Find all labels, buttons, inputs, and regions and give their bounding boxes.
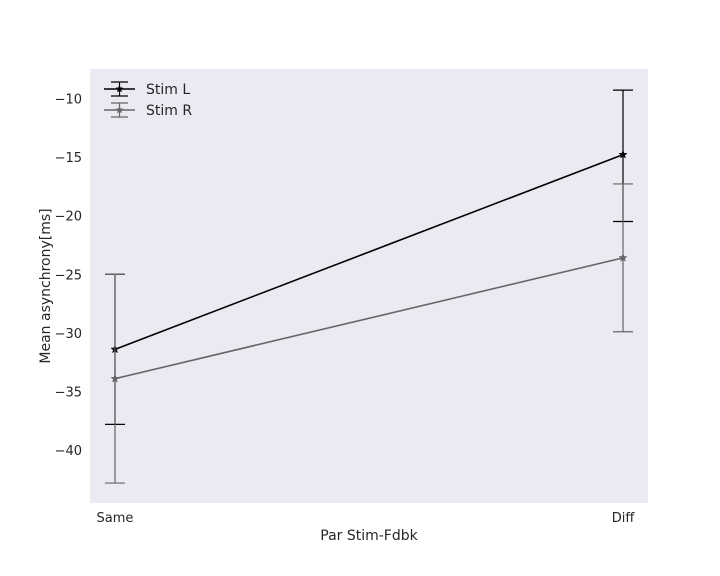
legend-item: Stim L <box>104 81 190 98</box>
series-line <box>114 257 624 380</box>
y-tick-label: −25 <box>55 268 82 283</box>
series-2 <box>105 183 633 484</box>
legend-marker-star <box>115 105 124 114</box>
x-axis-title: Par Stim-Fdbk <box>320 528 418 544</box>
data-point-star <box>110 373 120 383</box>
series-line <box>114 153 624 351</box>
y-tick-label: −40 <box>55 444 82 459</box>
y-tick-label: −15 <box>55 151 82 166</box>
x-tick-label: Same <box>97 511 134 526</box>
y-tick-label: −20 <box>55 210 82 225</box>
x-axis-ticks: Same Diff <box>97 511 636 526</box>
data-point-star <box>618 149 628 159</box>
series-layer <box>105 89 633 484</box>
y-tick-label: −35 <box>55 386 82 401</box>
y-tick-label: −10 <box>55 92 82 107</box>
y-axis-title: Mean asynchrony[ms] <box>38 208 54 363</box>
plot-area <box>90 69 648 503</box>
y-tick-label: −30 <box>55 327 82 342</box>
x-tick-label: Diff <box>612 511 636 526</box>
legend-item: Stim R <box>104 102 192 119</box>
y-axis-ticks: −10 −15 −20 −25 −30 −35 −40 <box>55 92 82 459</box>
data-point-star <box>618 252 628 262</box>
legend-marker-star <box>115 84 124 93</box>
legend-label: Stim L <box>146 82 190 98</box>
legend: Stim L Stim R <box>104 81 192 119</box>
legend-label: Stim R <box>146 103 192 119</box>
